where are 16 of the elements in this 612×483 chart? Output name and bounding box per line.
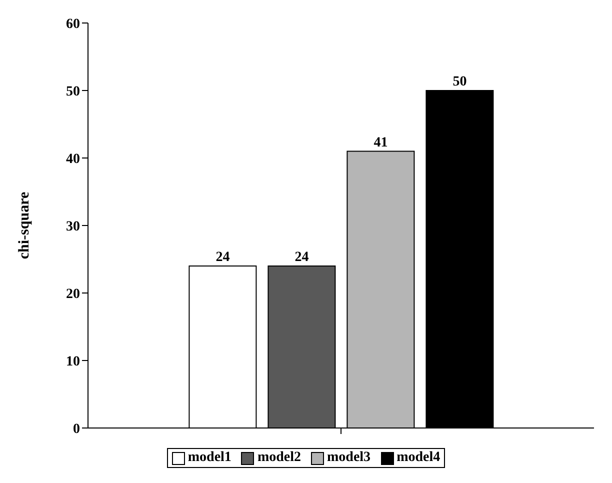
y-tick-label: 20 [66, 286, 80, 302]
y-tick-label: 0 [73, 422, 80, 437]
data-label: 41 [374, 135, 388, 150]
y-tick-label: 40 [66, 152, 80, 167]
legend-label: model3 [326, 450, 371, 466]
data-label: 50 [452, 74, 467, 90]
data-label: 24 [294, 250, 309, 265]
legend-label: model4 [396, 450, 440, 466]
y-tick-label: 50 [66, 84, 80, 100]
y-tick-label: 30 [66, 219, 80, 234]
legend-label: model2 [256, 450, 301, 466]
y-tick-label: 60 [66, 16, 80, 32]
data-label: 24 [216, 250, 230, 265]
y-axis-title: chi-square [16, 192, 32, 260]
y-tick-label: 10 [66, 354, 80, 370]
legend-label: model1 [186, 450, 232, 466]
